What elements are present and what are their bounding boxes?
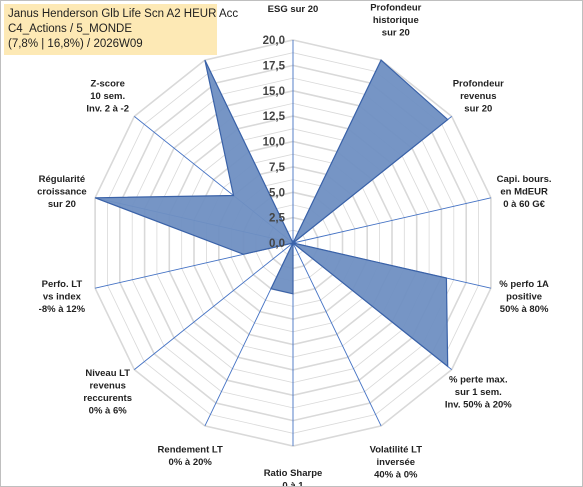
axis-label: Profondeur historique sur 20 xyxy=(370,3,421,39)
axis-label: Niveau LT revenus reccurents 0% à 6% xyxy=(83,368,132,417)
radar-series xyxy=(94,59,449,368)
fund-title-box: Janus Henderson Glb Life Scn A2 HEUR Acc… xyxy=(4,4,239,55)
tick-label: 7,5 xyxy=(269,162,286,174)
radar-tick-labels: 0,0 2,5 5,0 7,5 10,0 12,5 15,0 17,5 20,0 xyxy=(263,35,286,250)
axis-label: Z-score 10 sem. Inv. 2 à -2 xyxy=(86,79,129,115)
tick-label: 20,0 xyxy=(263,35,285,47)
axis-spoke xyxy=(292,197,492,244)
axis-spoke xyxy=(134,242,294,370)
axis-spoke xyxy=(292,242,382,427)
tick-label: 17,5 xyxy=(263,60,286,72)
tick-label: 2,5 xyxy=(269,213,286,225)
axis-label: Ratio Sharpe 0 à 1 xyxy=(264,468,323,486)
tick-label: 10,0 xyxy=(263,137,285,149)
axis-label: Régularité croissance sur 20 xyxy=(37,174,87,210)
axis-label: % perfo 1A positive 50% à 80% xyxy=(499,279,549,315)
axis-label: Profondeur revenus sur 20 xyxy=(453,79,504,115)
fund-name: Janus Henderson Glb Life Scn A2 HEUR Acc xyxy=(8,8,239,20)
axis-label: Perfo. LT vs index -8% à 12% xyxy=(39,279,86,315)
tick-label: 15,0 xyxy=(263,86,285,98)
axis-label: NoteESG sur 20 xyxy=(268,1,319,15)
tick-label: 0,0 xyxy=(269,238,285,250)
fund-stats: (7,8% | 16,8%) / 2026W09 xyxy=(8,38,143,50)
tick-label: 12,5 xyxy=(263,111,286,123)
fund-category: C4_Actions / 5_MONDE xyxy=(8,23,132,35)
series-area xyxy=(94,59,449,368)
axis-label: Volatilité LT inversée 40% à 0% xyxy=(370,445,423,481)
axis-label: Capi. bours. en MdEUR 0 à 60 G€ xyxy=(497,174,552,210)
axis-label: Rendement LT 0% à 20% xyxy=(158,445,223,469)
tick-label: 5,0 xyxy=(269,187,285,199)
axis-label: % perte max. sur 1 sem. Inv. 50% à 20% xyxy=(445,374,512,410)
